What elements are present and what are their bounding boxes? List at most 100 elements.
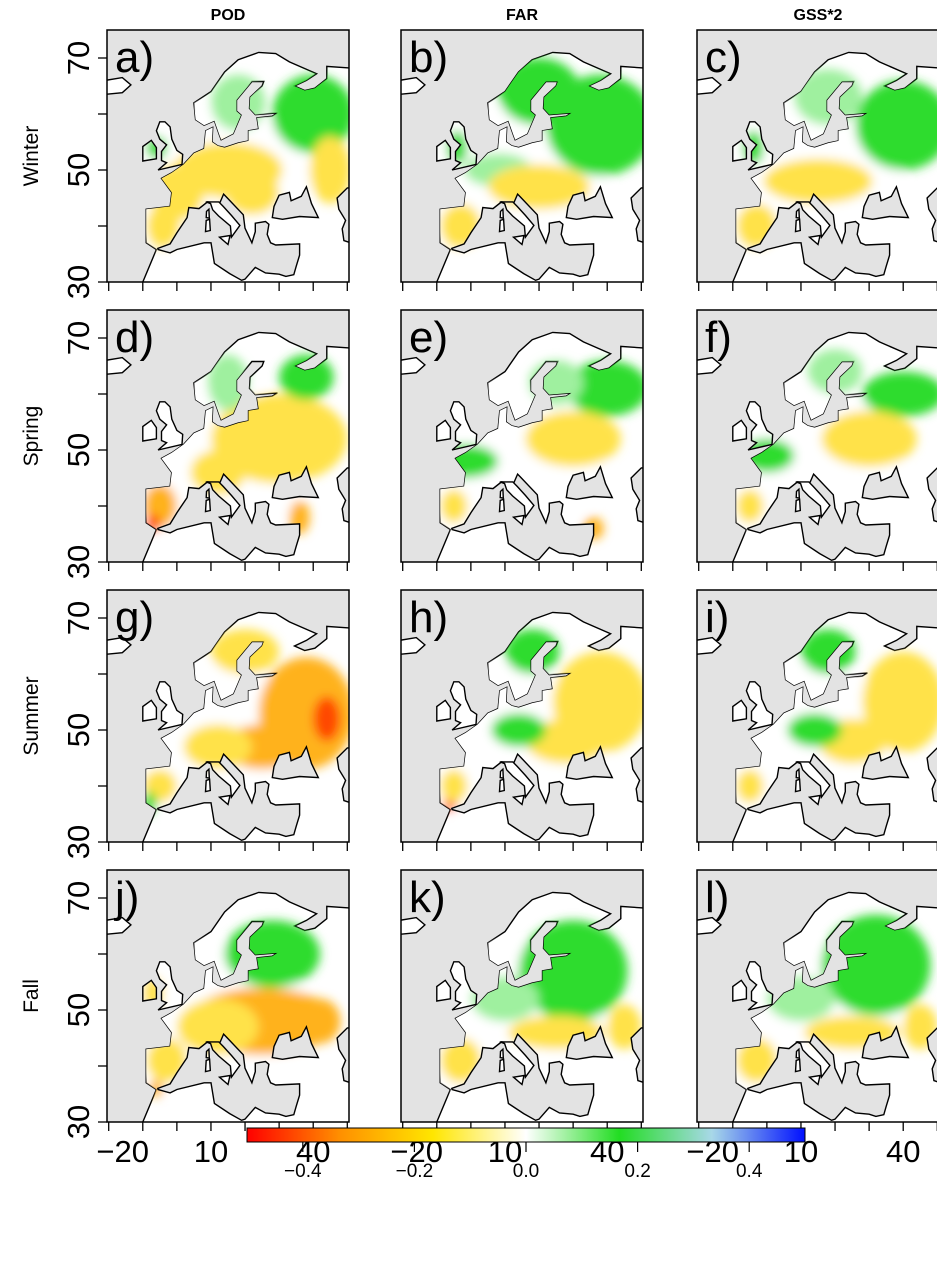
panel-label: h) bbox=[409, 593, 448, 642]
panel-body bbox=[401, 590, 643, 842]
y-tick-label: 50 bbox=[61, 993, 96, 1027]
island-coast bbox=[205, 767, 211, 780]
panel-frame bbox=[696, 589, 937, 843]
row-title: Fall bbox=[20, 979, 43, 1013]
panel-label: j) bbox=[113, 873, 139, 922]
panel-frame bbox=[696, 309, 937, 563]
island-coast bbox=[107, 636, 132, 655]
island-coast bbox=[795, 487, 801, 500]
inland-sea bbox=[861, 184, 910, 221]
row-title: Winter bbox=[20, 126, 43, 187]
x-tick-label: 40 bbox=[886, 1134, 920, 1169]
panel-frame bbox=[106, 589, 350, 843]
field-patch bbox=[855, 80, 937, 170]
panel-label: a) bbox=[115, 33, 154, 82]
island-coast bbox=[499, 481, 535, 520]
field-patch bbox=[736, 769, 764, 803]
panel-frame bbox=[400, 869, 644, 1123]
panel-frame bbox=[400, 589, 644, 843]
inland-sea bbox=[565, 1024, 614, 1061]
y-tick-label: 70 bbox=[61, 881, 96, 915]
field-patch bbox=[763, 158, 873, 204]
island-coast bbox=[449, 121, 478, 171]
island-coast bbox=[498, 498, 506, 513]
island-coast bbox=[499, 761, 535, 800]
island-coast bbox=[511, 514, 525, 526]
inland-sea bbox=[861, 1024, 910, 1061]
island-coast bbox=[697, 356, 722, 375]
island-coast bbox=[401, 356, 426, 375]
island-coast bbox=[795, 1047, 801, 1060]
island-coast bbox=[794, 498, 802, 513]
island-coast bbox=[498, 218, 506, 233]
panel-body bbox=[697, 30, 937, 282]
island-coast bbox=[217, 1074, 231, 1086]
island-coast bbox=[745, 961, 774, 1011]
island-coast bbox=[499, 207, 505, 220]
field-patch bbox=[862, 651, 937, 753]
field-patch bbox=[224, 170, 280, 215]
field-patch bbox=[518, 920, 628, 1022]
island-coast bbox=[807, 234, 821, 246]
field-patch bbox=[309, 136, 349, 204]
field-patch bbox=[862, 371, 937, 417]
field-patch bbox=[313, 696, 341, 742]
island-coast bbox=[217, 514, 231, 526]
map-panel: d) 30 50 70 bbox=[61, 309, 350, 579]
y-tick-label: 30 bbox=[61, 265, 96, 299]
island-coast bbox=[205, 481, 241, 520]
island-coast bbox=[204, 1058, 212, 1073]
column-title: FAR bbox=[506, 7, 538, 24]
island-coast bbox=[732, 979, 748, 1002]
map-panel: f) bbox=[696, 309, 937, 571]
field-patch bbox=[440, 769, 468, 803]
panel-label: g) bbox=[115, 593, 154, 642]
island-coast bbox=[401, 76, 426, 95]
island-coast bbox=[795, 201, 831, 240]
map-panel: e) bbox=[400, 309, 644, 571]
island-coast bbox=[107, 916, 132, 935]
column-title: POD bbox=[211, 7, 246, 24]
field-patch bbox=[787, 713, 842, 747]
y-tick-label: 70 bbox=[61, 41, 96, 75]
map-panel: c) bbox=[696, 29, 937, 291]
field-patch bbox=[176, 998, 259, 1055]
colorbar-tick-label: −0.4 bbox=[284, 1161, 322, 1182]
island-coast bbox=[745, 681, 774, 731]
island-coast bbox=[142, 979, 158, 1002]
island-coast bbox=[795, 767, 801, 780]
x-tick-label: 10 bbox=[194, 1134, 228, 1169]
map-panel: g) 30 50 70 bbox=[61, 589, 350, 859]
island-coast bbox=[436, 699, 452, 722]
island-coast bbox=[205, 1047, 211, 1060]
panel-body bbox=[401, 310, 643, 562]
map-panel: b) bbox=[400, 29, 644, 291]
island-coast bbox=[498, 778, 506, 793]
panel-frame bbox=[400, 309, 644, 563]
island-coast bbox=[205, 201, 241, 240]
island-coast bbox=[499, 487, 505, 500]
panel-body bbox=[401, 30, 643, 282]
panel-frame bbox=[106, 309, 350, 563]
island-coast bbox=[732, 699, 748, 722]
island-coast bbox=[498, 1058, 506, 1073]
panel-frame bbox=[106, 29, 350, 283]
island-coast bbox=[204, 498, 212, 513]
island-coast bbox=[807, 794, 821, 806]
island-coast bbox=[217, 234, 231, 246]
y-tick-label: 50 bbox=[61, 713, 96, 747]
panel-body bbox=[107, 590, 349, 842]
inland-sea bbox=[271, 1024, 320, 1061]
panel-label: i) bbox=[705, 593, 729, 642]
island-coast bbox=[436, 139, 452, 162]
panel-label: c) bbox=[705, 33, 742, 82]
y-tick-label: 70 bbox=[61, 321, 96, 355]
island-coast bbox=[794, 218, 802, 233]
island-coast bbox=[107, 356, 132, 375]
island-coast bbox=[204, 218, 212, 233]
island-coast bbox=[107, 76, 132, 95]
field-patch bbox=[821, 914, 931, 1016]
island-coast bbox=[807, 514, 821, 526]
y-tick-label: 70 bbox=[61, 601, 96, 635]
